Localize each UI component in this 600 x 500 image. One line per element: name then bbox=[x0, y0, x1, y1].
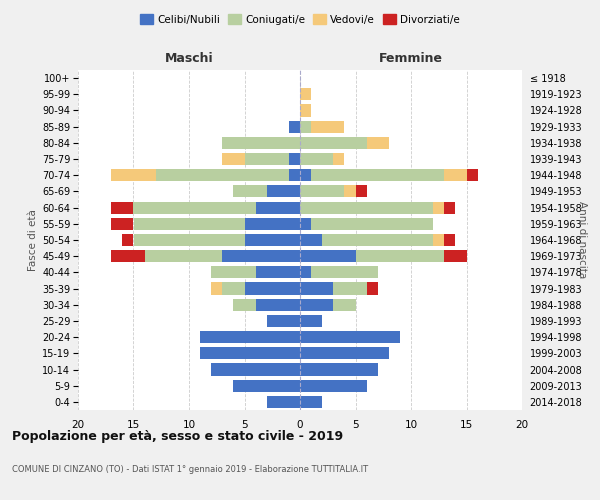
Bar bbox=[322, 234, 433, 246]
Bar bbox=[112, 250, 145, 262]
Bar bbox=[433, 202, 445, 213]
Bar bbox=[223, 282, 245, 294]
Bar bbox=[300, 250, 356, 262]
Bar bbox=[145, 250, 223, 262]
Bar bbox=[300, 153, 334, 165]
Bar bbox=[289, 153, 300, 165]
Bar bbox=[300, 88, 311, 101]
Bar bbox=[245, 234, 300, 246]
Bar bbox=[233, 380, 300, 392]
Bar bbox=[300, 266, 311, 278]
Bar bbox=[112, 218, 133, 230]
Bar bbox=[245, 218, 300, 230]
Bar bbox=[300, 120, 311, 132]
Bar bbox=[433, 234, 445, 246]
Text: Anni di nascita: Anni di nascita bbox=[577, 202, 587, 278]
Text: COMUNE DI CINZANO (TO) - Dati ISTAT 1° gennaio 2019 - Elaborazione TUTTITALIA.IT: COMUNE DI CINZANO (TO) - Dati ISTAT 1° g… bbox=[12, 465, 368, 474]
Bar bbox=[311, 266, 378, 278]
Bar bbox=[267, 396, 300, 408]
Bar bbox=[300, 186, 344, 198]
Bar bbox=[356, 250, 445, 262]
Bar bbox=[245, 282, 300, 294]
Bar bbox=[156, 169, 289, 181]
Bar bbox=[300, 380, 367, 392]
Bar bbox=[445, 234, 455, 246]
Bar bbox=[211, 266, 256, 278]
Bar bbox=[344, 186, 356, 198]
Bar bbox=[367, 137, 389, 149]
Bar bbox=[223, 137, 300, 149]
Bar bbox=[300, 137, 367, 149]
Bar bbox=[300, 331, 400, 343]
Bar bbox=[334, 153, 344, 165]
Bar bbox=[334, 282, 367, 294]
Bar bbox=[300, 364, 378, 376]
Bar bbox=[289, 169, 300, 181]
Bar bbox=[134, 234, 245, 246]
Bar bbox=[334, 298, 356, 311]
Bar bbox=[256, 298, 300, 311]
Bar bbox=[223, 250, 300, 262]
Bar bbox=[300, 202, 433, 213]
Bar bbox=[300, 348, 389, 360]
Y-axis label: Fasce di età: Fasce di età bbox=[28, 209, 38, 271]
Bar bbox=[133, 202, 256, 213]
Bar bbox=[233, 298, 256, 311]
Bar bbox=[122, 234, 133, 246]
Bar bbox=[200, 331, 300, 343]
Bar bbox=[311, 218, 433, 230]
Bar bbox=[311, 120, 344, 132]
Bar bbox=[233, 186, 267, 198]
Bar bbox=[267, 186, 300, 198]
Bar bbox=[134, 218, 245, 230]
Bar bbox=[223, 153, 245, 165]
Bar bbox=[467, 169, 478, 181]
Bar bbox=[311, 169, 445, 181]
Bar bbox=[300, 218, 311, 230]
Bar bbox=[445, 250, 467, 262]
Bar bbox=[267, 315, 300, 327]
Bar bbox=[112, 169, 156, 181]
Bar bbox=[245, 153, 289, 165]
Bar bbox=[445, 169, 467, 181]
Bar bbox=[300, 282, 334, 294]
Text: Maschi: Maschi bbox=[164, 52, 214, 65]
Bar bbox=[112, 202, 133, 213]
Bar bbox=[300, 234, 322, 246]
Bar bbox=[300, 104, 311, 117]
Bar bbox=[356, 186, 367, 198]
Bar bbox=[200, 348, 300, 360]
Bar bbox=[300, 169, 311, 181]
Bar bbox=[367, 282, 378, 294]
Bar bbox=[300, 315, 322, 327]
Bar bbox=[256, 266, 300, 278]
Bar bbox=[289, 120, 300, 132]
Text: Popolazione per età, sesso e stato civile - 2019: Popolazione per età, sesso e stato civil… bbox=[12, 430, 343, 443]
Legend: Celibi/Nubili, Coniugati/e, Vedovi/e, Divorziati/e: Celibi/Nubili, Coniugati/e, Vedovi/e, Di… bbox=[136, 10, 464, 29]
Bar bbox=[445, 202, 455, 213]
Bar bbox=[300, 396, 322, 408]
Text: Femmine: Femmine bbox=[379, 52, 443, 65]
Bar bbox=[300, 298, 334, 311]
Bar bbox=[256, 202, 300, 213]
Bar bbox=[211, 282, 223, 294]
Bar bbox=[211, 364, 300, 376]
